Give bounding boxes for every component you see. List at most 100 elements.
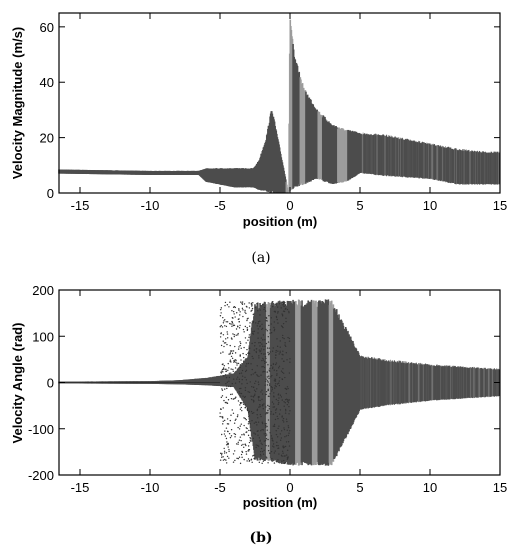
data-point: [254, 306, 256, 309]
data-point: [275, 433, 278, 436]
data-point: [243, 303, 246, 305]
data-point: [234, 419, 236, 421]
data-point: [275, 316, 278, 319]
data-point: [231, 309, 233, 312]
data-point: [225, 321, 227, 323]
data-point: [252, 333, 255, 335]
data-point: [257, 417, 259, 419]
data-point: [264, 426, 267, 428]
data-point: [279, 351, 281, 354]
data-point: [235, 443, 238, 445]
data-point: [224, 342, 227, 344]
data-point: [228, 306, 230, 308]
data-point: [286, 429, 288, 432]
data-point: [266, 320, 268, 322]
data-point: [227, 399, 230, 401]
data-point: [255, 322, 257, 324]
data-point: [286, 308, 289, 311]
data-point: [256, 444, 259, 447]
data-point: [261, 323, 263, 325]
data-point: [233, 450, 236, 452]
data-point: [278, 380, 280, 382]
data-point: [279, 439, 282, 441]
data-point: [280, 430, 283, 432]
data-point: [222, 351, 224, 353]
data-point: [234, 352, 237, 354]
x-tick-label: 15: [493, 198, 507, 213]
data-point: [226, 304, 229, 306]
data-point: [273, 452, 276, 454]
data-point: [241, 451, 244, 454]
data-point: [239, 364, 242, 366]
data-point: [279, 340, 281, 342]
data-point: [276, 338, 278, 340]
data-point: [253, 394, 256, 397]
x-axis-title-a: position (m): [243, 214, 317, 229]
data-point: [276, 306, 279, 308]
data-point: [287, 336, 289, 339]
data-point: [257, 381, 260, 383]
data-point: [275, 408, 278, 410]
data-point: [223, 419, 226, 422]
data-point: [241, 307, 244, 310]
data-point: [263, 306, 266, 309]
data-point: [250, 459, 253, 461]
data-point: [276, 441, 278, 444]
data-point: [282, 419, 284, 422]
data-point: [283, 360, 285, 362]
data-point: [219, 336, 222, 338]
data-point: [241, 301, 244, 303]
data-point: [236, 415, 239, 418]
y-tick-label: -200: [28, 468, 54, 483]
data-point: [257, 328, 259, 330]
data-point: [238, 428, 241, 430]
data-point: [277, 394, 279, 396]
data-point: [261, 359, 263, 362]
data-point: [254, 345, 256, 347]
data-point: [238, 309, 240, 311]
data-point: [240, 372, 243, 374]
data-point: [251, 461, 253, 464]
data-point: [265, 413, 267, 415]
data-point: [287, 387, 289, 390]
data-point: [225, 444, 228, 446]
data-point: [249, 429, 252, 432]
data-point: [246, 348, 248, 351]
data-point: [231, 382, 233, 385]
data-point: [265, 378, 267, 380]
data-point: [265, 406, 267, 408]
data-point: [267, 381, 269, 383]
data-point: [231, 409, 233, 411]
data-point: [221, 326, 224, 328]
data-point: [274, 379, 277, 381]
data-point: [232, 378, 235, 380]
data-point: [253, 330, 256, 332]
data-point: [249, 423, 251, 425]
data-point: [266, 371, 268, 373]
data-point: [283, 459, 285, 462]
data-point: [245, 379, 248, 381]
data-point: [221, 368, 224, 371]
data-point: [261, 327, 264, 330]
data-point: [267, 364, 269, 366]
data-point: [260, 337, 263, 339]
data-point: [237, 400, 240, 402]
data-point: [259, 399, 261, 402]
data-point: [219, 459, 222, 461]
data-point: [229, 344, 231, 347]
data-point: [265, 357, 267, 360]
velocity-magnitude-data: [58, 19, 501, 193]
panel-a: -15 -10 -5 0 5 10 15 0 20 40 60 position (m) Veloc…: [10, 12, 507, 266]
data-point: [231, 350, 233, 352]
data-point: [224, 304, 226, 307]
data-point: [288, 337, 291, 340]
data-point: [228, 380, 230, 382]
data-point: [222, 371, 224, 373]
data-point: [278, 382, 280, 384]
data-point: [226, 402, 229, 405]
data-point: [271, 390, 273, 392]
data-point: [240, 387, 242, 390]
data-point: [265, 391, 268, 393]
data-point: [281, 301, 284, 304]
data-point: [254, 433, 257, 435]
